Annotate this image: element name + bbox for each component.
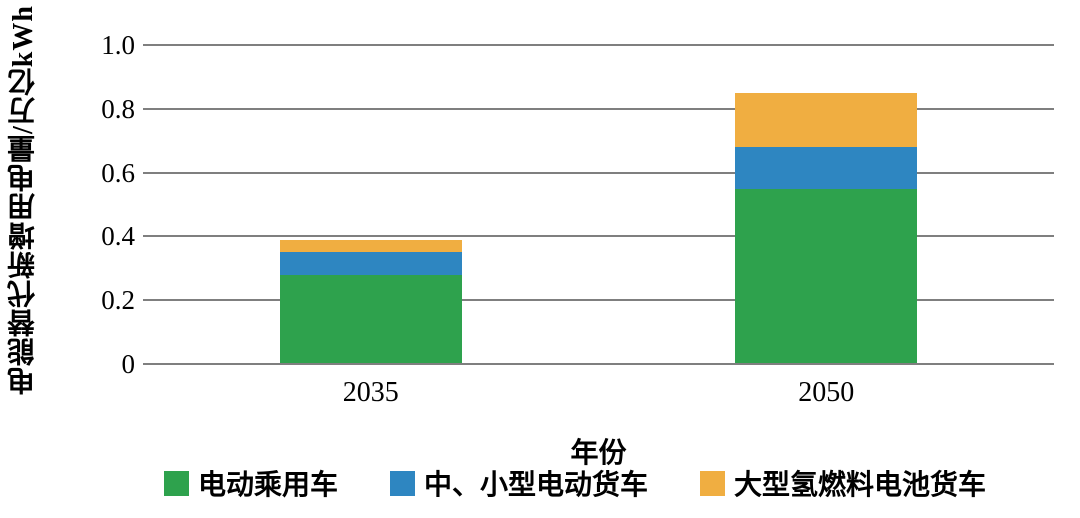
- bar-segment-2050: [735, 92, 918, 148]
- y-tick-label-1.0: 1.0: [101, 30, 135, 60]
- bar-segment-2050: [735, 147, 918, 189]
- legend-label: 中、小型电动货车: [423, 470, 648, 501]
- bar-segment-2035: [279, 252, 462, 275]
- legend-swatch-icon: [700, 470, 725, 496]
- gridline-y-0: [143, 363, 1054, 365]
- legend-swatch-icon: [389, 470, 415, 496]
- y-axis-title: 电能替代新增用电量/万亿kWh: [8, 5, 39, 395]
- gridline-y-0.2: [143, 299, 1054, 302]
- legend-swatch-icon: [163, 470, 189, 496]
- y-tick-label-0.2: 0.2: [101, 285, 135, 316]
- legend-item: 电动乘用车: [163, 463, 338, 503]
- legend-label: 电动乘用车: [197, 470, 338, 501]
- bar-segment-2035: [279, 239, 462, 253]
- y-tick-label-0.8: 0.8: [101, 93, 135, 124]
- x-tick-label-2035: 2035: [342, 377, 399, 408]
- bar-segment-2050: [735, 188, 918, 364]
- gridline-y-0.4: [143, 235, 1054, 238]
- legend-label: 大型氢燃料电池货车: [734, 470, 987, 501]
- plot-area: [143, 44, 1054, 365]
- gridline-y-0.6: [143, 171, 1054, 174]
- gridline-y-0.8: [143, 107, 1054, 110]
- y-tick-label-0: 0: [121, 349, 136, 379]
- y-tick-label-0.4: 0.4: [101, 221, 135, 252]
- legend: 电动乘用车 中、小型电动货车 大型氢燃料电池货车: [0, 463, 1080, 503]
- bar-2035: [279, 45, 462, 364]
- x-tick-label-2050: 2050: [798, 377, 855, 408]
- bar-segment-2035: [279, 274, 462, 364]
- legend-item: 中、小型电动货车: [389, 463, 648, 503]
- gridline-y-1.0: [143, 44, 1054, 46]
- legend-item: 大型氢燃料电池货车: [700, 463, 986, 503]
- y-tick-label-0.6: 0.6: [101, 157, 135, 188]
- bar-2050: [735, 45, 918, 364]
- x-axis-title: 年份: [570, 438, 627, 469]
